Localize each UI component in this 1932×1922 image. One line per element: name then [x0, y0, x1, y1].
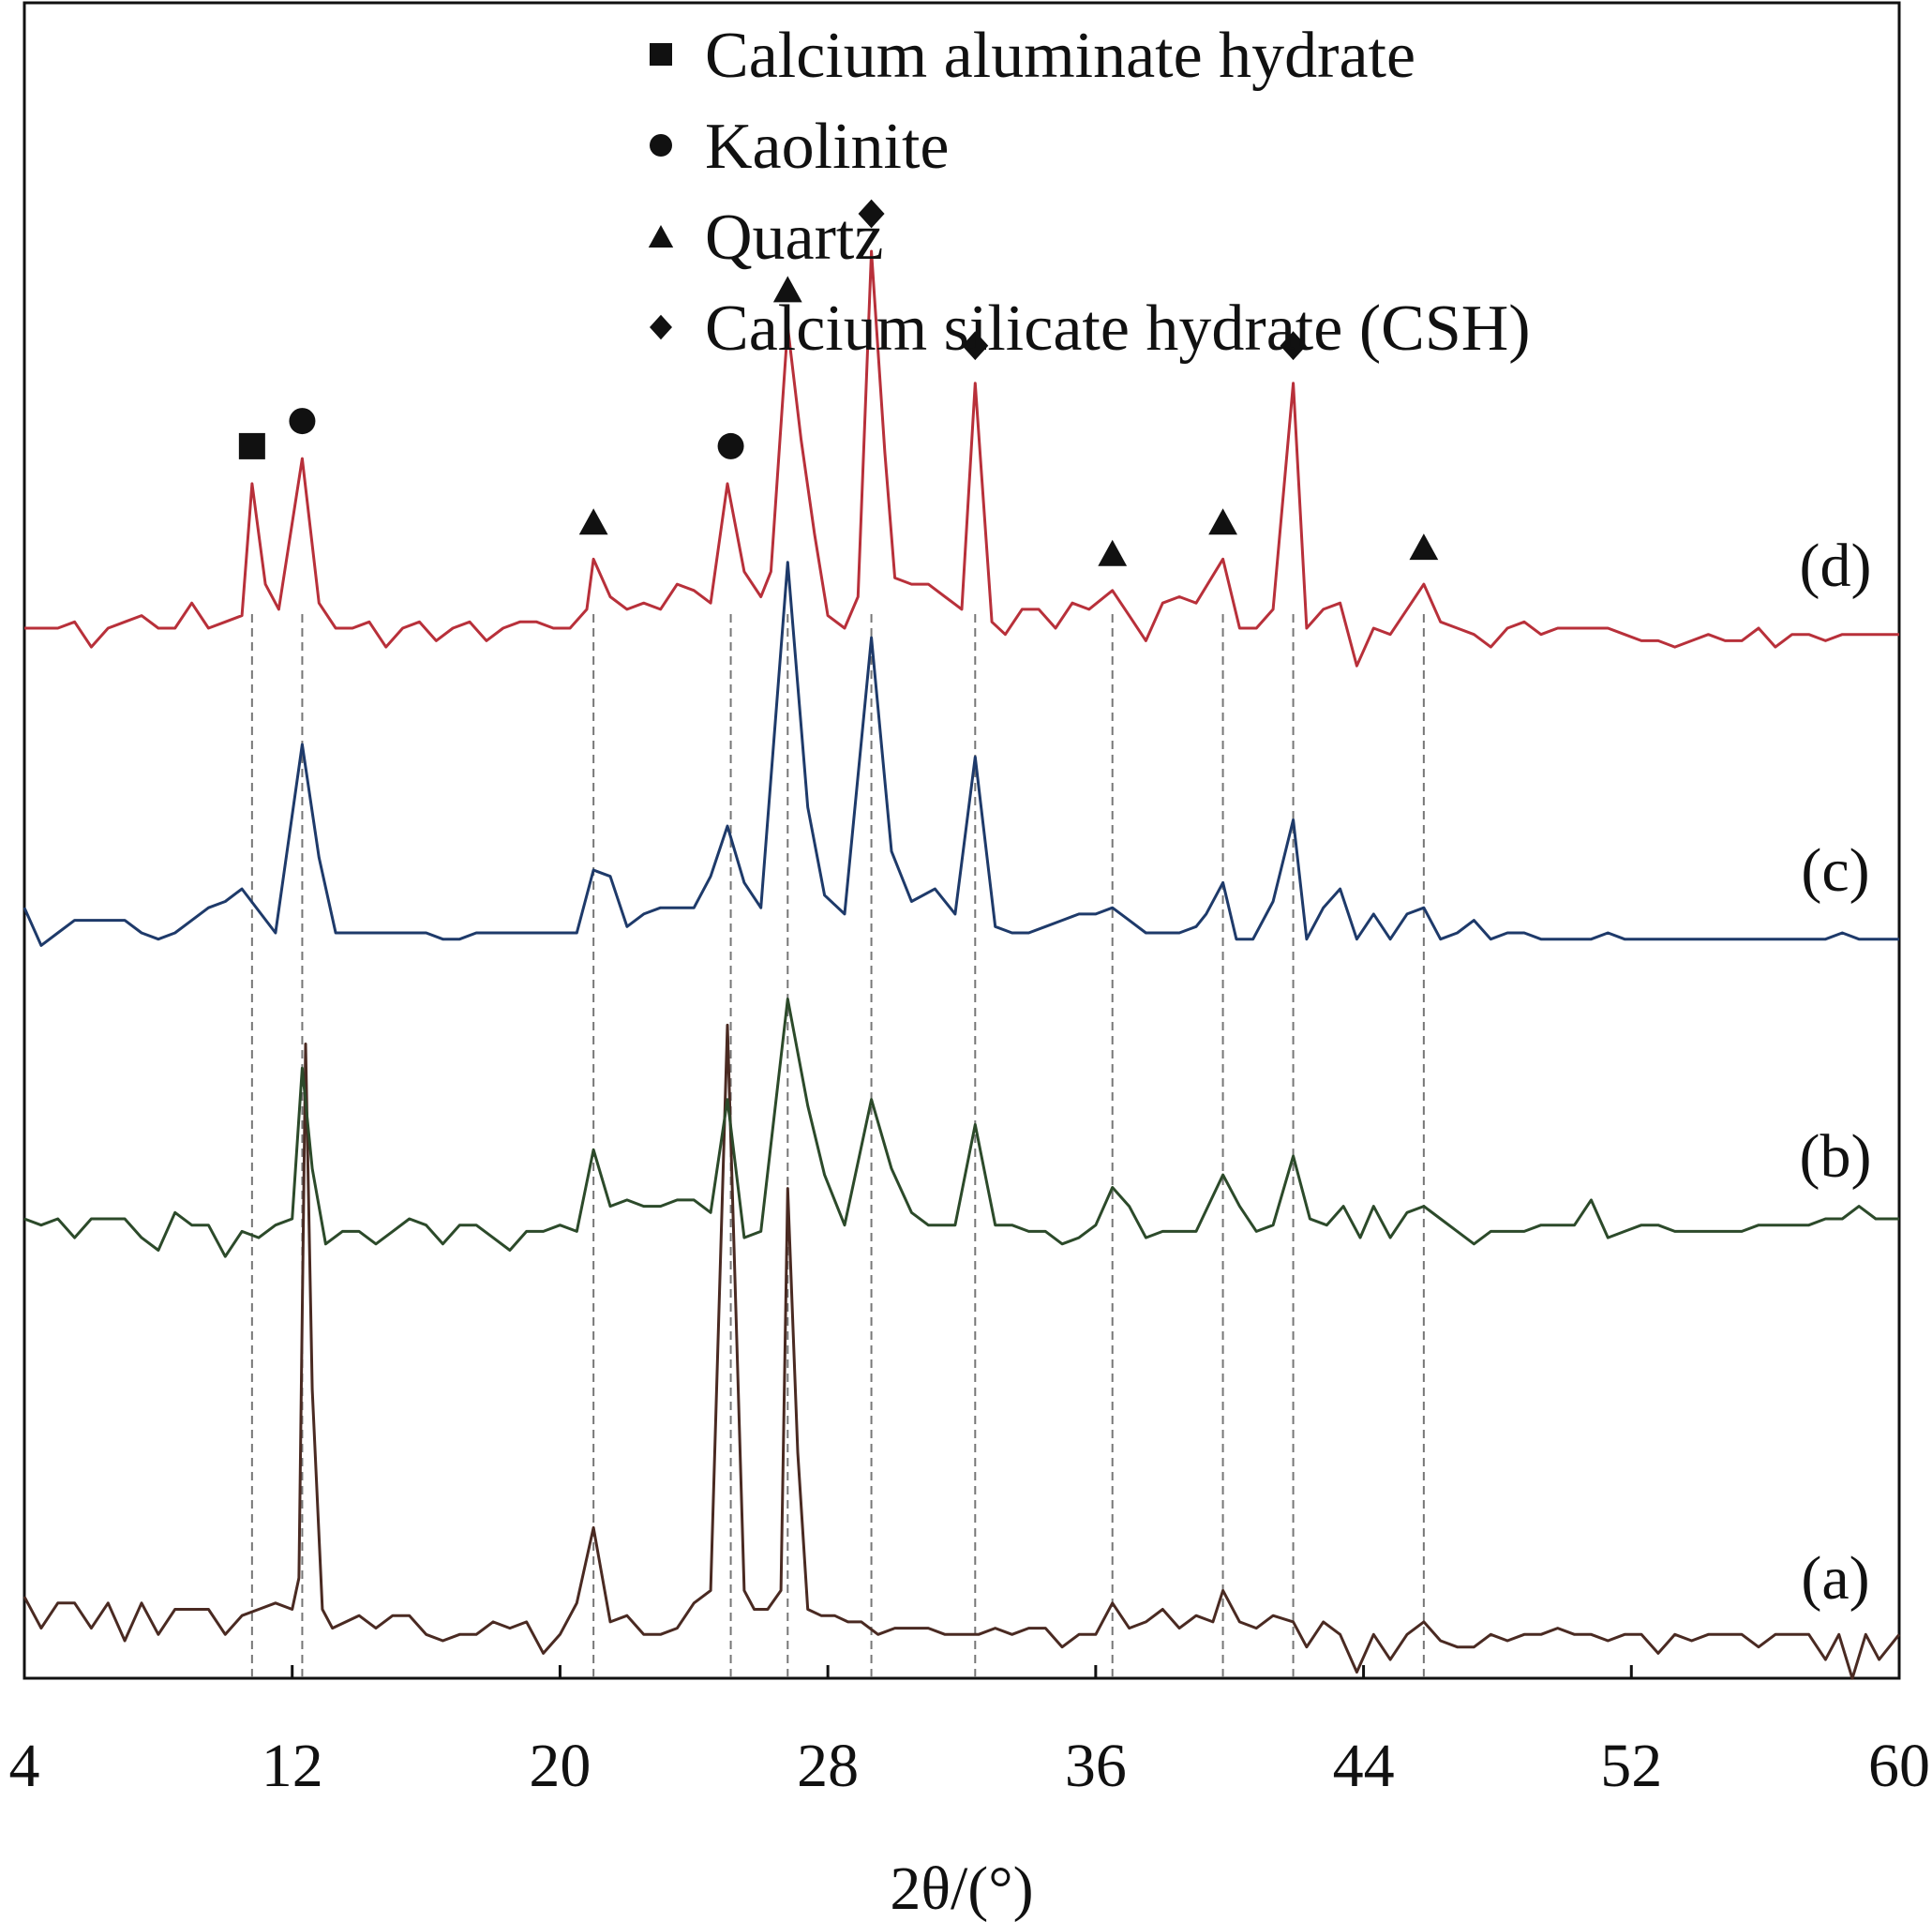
- legend-label: Kaolinite: [705, 111, 949, 183]
- legend-triangle-icon: [648, 225, 674, 248]
- triangle-peak-marker: [578, 508, 608, 535]
- x-tick-label: 44: [1333, 1732, 1395, 1800]
- series-label-d: (d): [1800, 532, 1872, 600]
- series-line-a: [22, 1023, 1901, 1680]
- legend-square-icon: [650, 43, 672, 66]
- series-line-b: [23, 998, 1899, 1258]
- x-tick-label: 60: [1868, 1732, 1930, 1800]
- legend-circle-icon: [650, 134, 672, 157]
- triangle-peak-marker: [1098, 539, 1128, 566]
- series-label-c: (c): [1801, 836, 1869, 905]
- x-tick-label: 12: [262, 1732, 323, 1800]
- series-label-b: (b): [1800, 1122, 1872, 1191]
- triangle-peak-marker: [1208, 508, 1237, 535]
- series-line-d: [24, 249, 1899, 668]
- legend: Calcium aluminate hydrate Kaolinite Quartz…: [648, 20, 1531, 365]
- legend-diamond-icon: [650, 314, 672, 340]
- triangle-peak-marker: [772, 276, 802, 303]
- circle-peak-marker: [289, 408, 316, 435]
- diamond-peak-marker: [962, 331, 989, 361]
- legend-label: Quartz: [705, 202, 883, 274]
- reference-lines: [250, 614, 1425, 1678]
- diamond-peak-marker: [1280, 331, 1307, 361]
- x-tick-label: 4: [9, 1732, 40, 1800]
- legend-label: Calcium silicate hydrate (CSH): [705, 293, 1531, 365]
- series-layer: (a) (b) (c) (d): [22, 249, 1901, 1680]
- circle-peak-marker: [717, 432, 744, 459]
- series-line-c: [22, 561, 1899, 947]
- peak-markers: [238, 199, 1439, 566]
- triangle-peak-marker: [1409, 533, 1439, 561]
- x-tick-label: 28: [797, 1732, 859, 1800]
- plot-frame: [22, 1, 1901, 1680]
- x-tick-label: 52: [1600, 1732, 1662, 1800]
- x-axis-title: 2θ/(°): [890, 1854, 1033, 1922]
- legend-label: Calcium aluminate hydrate: [705, 20, 1415, 92]
- x-axis-ticks: 4 12 20 28 36 44 52 60: [9, 1665, 1930, 1800]
- x-tick-label: 20: [529, 1732, 591, 1800]
- diamond-peak-marker: [858, 199, 885, 229]
- series-label-a: (a): [1801, 1544, 1869, 1613]
- x-tick-label: 36: [1065, 1732, 1127, 1800]
- square-peak-marker: [238, 432, 265, 459]
